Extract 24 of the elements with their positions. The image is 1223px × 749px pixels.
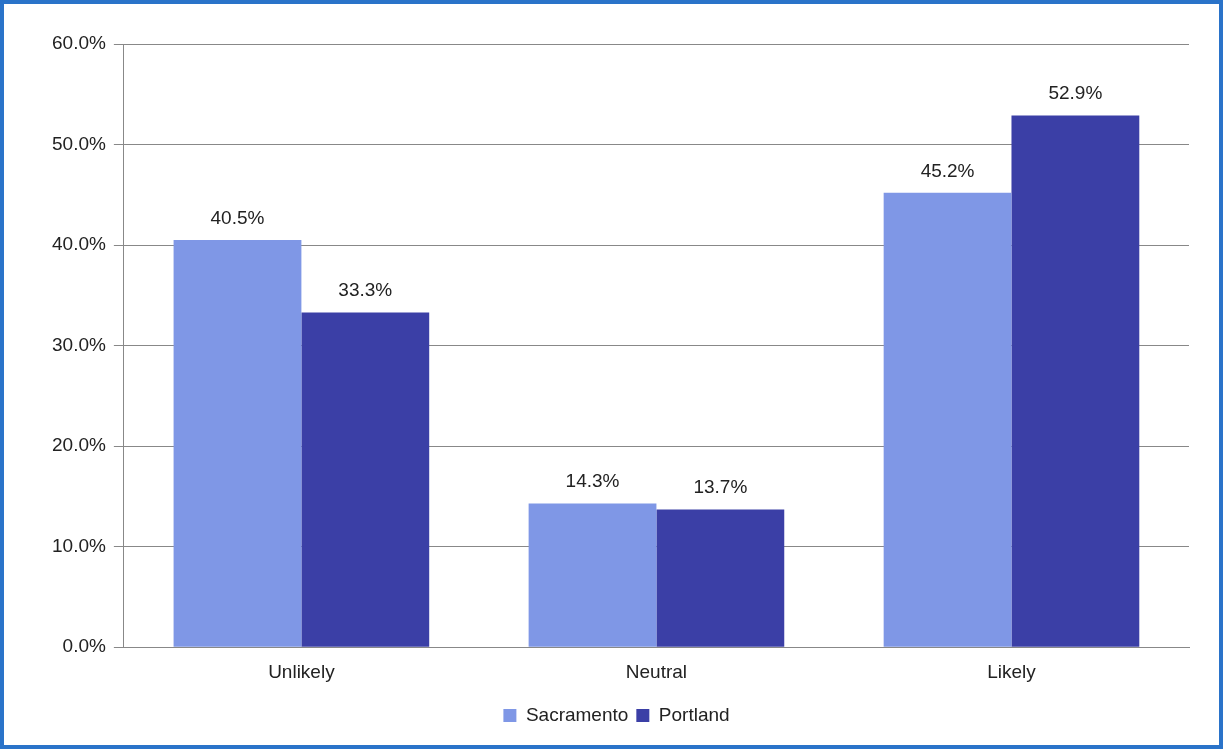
x-tick-label: Unlikely: [268, 660, 336, 682]
bar: [301, 312, 430, 647]
y-tick-label: 30.0%: [52, 333, 106, 355]
y-tick-label: 0.0%: [62, 635, 106, 657]
bar: [1011, 115, 1140, 647]
data-label: 40.5%: [210, 206, 265, 228]
y-tick-label: 60.0%: [52, 32, 106, 54]
legend-label: Portland: [658, 703, 730, 725]
data-label: 45.2%: [920, 159, 975, 181]
data-label: 13.7%: [693, 476, 748, 498]
y-tick-label: 10.0%: [52, 534, 106, 556]
bar: [173, 240, 302, 647]
x-tick-label: Neutral: [625, 660, 688, 682]
bar: [656, 509, 785, 647]
bar: [883, 192, 1012, 647]
x-tick-label: Likely: [987, 660, 1037, 682]
legend-label: Sacramento: [525, 703, 629, 725]
data-label: 14.3%: [565, 470, 620, 492]
bar: [528, 503, 657, 647]
y-tick-label: 20.0%: [52, 434, 106, 456]
data-label: 52.9%: [1048, 82, 1103, 104]
y-tick-label: 40.0%: [52, 233, 106, 255]
y-tick-label: 50.0%: [52, 132, 106, 154]
data-label: 33.3%: [338, 279, 393, 301]
